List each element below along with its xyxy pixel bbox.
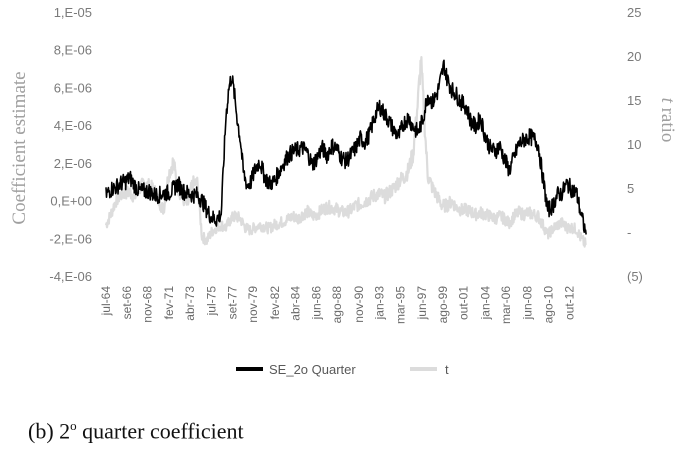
caption-superscript: o (70, 418, 77, 433)
right-tick-label: (5) (627, 269, 643, 284)
caption-prefix: (b) 2 (28, 418, 71, 444)
right-axis-title: t ratio (657, 98, 676, 143)
x-tick-label: out-12 (562, 286, 576, 320)
right-tick-label: - (627, 225, 631, 240)
right-tick-label: 15 (627, 93, 641, 108)
x-tick-label: abr-73 (183, 286, 197, 321)
x-tick-label: ago-10 (541, 286, 555, 324)
figure-caption: (b) 2o quarter coefficient (28, 418, 244, 444)
x-tick-label: fev-82 (268, 286, 282, 320)
x-tick-label: jan-93 (373, 286, 387, 321)
x-tick-label: jun-86 (309, 286, 323, 321)
x-tick-label: out-01 (457, 286, 471, 320)
series-layer (104, 56, 587, 248)
x-tick-label: jun-97 (415, 286, 429, 321)
left-axis-ticks: 1,E-05 8,E-06 6,E-06 4,E-06 2,E-06 0,E+00 -2,E… (49, 5, 92, 284)
series-se-2o-quarter-line (105, 59, 587, 235)
x-tick-label: set-66 (120, 286, 134, 320)
x-tick-label: abr-84 (289, 286, 303, 321)
series-t-line (104, 56, 587, 248)
caption-suffix: quarter coefficient (76, 418, 244, 444)
x-tick-label: jan-04 (478, 286, 492, 321)
right-tick-label: 10 (627, 137, 641, 152)
x-axis-ticks: jul-64 set-66 nov-68 fev-71 abr-73 jul-75 set-… (99, 286, 576, 324)
x-tick-label: fev-71 (162, 286, 176, 320)
right-axis-title-rest: ratio (657, 103, 676, 143)
left-axis-title: Coefficient estimate (9, 71, 30, 224)
x-tick-label: mar-06 (499, 286, 513, 324)
chart: 1,E-05 8,E-06 6,E-06 4,E-06 2,E-06 0,E+00 -2,E… (9, 5, 676, 377)
x-tick-label: jul-75 (205, 286, 219, 317)
legend-label-t: t (445, 362, 449, 377)
left-tick-label: -2,E-06 (49, 231, 92, 246)
left-tick-label: -4,E-06 (49, 269, 92, 284)
x-tick-label: mar-95 (393, 286, 407, 324)
left-tick-label: 0,E+00 (50, 194, 92, 209)
right-tick-label: 25 (627, 5, 641, 20)
left-tick-label: 1,E-05 (54, 5, 92, 20)
right-tick-label: 20 (627, 49, 641, 64)
left-tick-label: 8,E-06 (54, 43, 92, 58)
x-tick-label: jun-08 (521, 286, 535, 321)
x-tick-label: ago-99 (436, 286, 450, 324)
right-axis-title-t: t (657, 98, 676, 104)
legend-label-se: SE_2o Quarter (269, 362, 356, 377)
legend: SE_2o Quarter t (236, 362, 449, 377)
x-tick-label: nov-68 (141, 286, 155, 323)
right-tick-label: 5 (627, 181, 634, 196)
x-tick-label: nov-79 (246, 286, 260, 323)
left-tick-label: 2,E-06 (54, 156, 92, 171)
left-tick-label: 6,E-06 (54, 80, 92, 95)
left-tick-label: 4,E-06 (54, 118, 92, 133)
x-tick-label: set-77 (225, 286, 239, 320)
x-tick-label: ago-88 (330, 286, 344, 324)
x-tick-label: nov-90 (352, 286, 366, 323)
right-axis-ticks: 25 20 15 10 5 - (5) (627, 5, 643, 284)
x-tick-label: jul-64 (99, 286, 113, 317)
